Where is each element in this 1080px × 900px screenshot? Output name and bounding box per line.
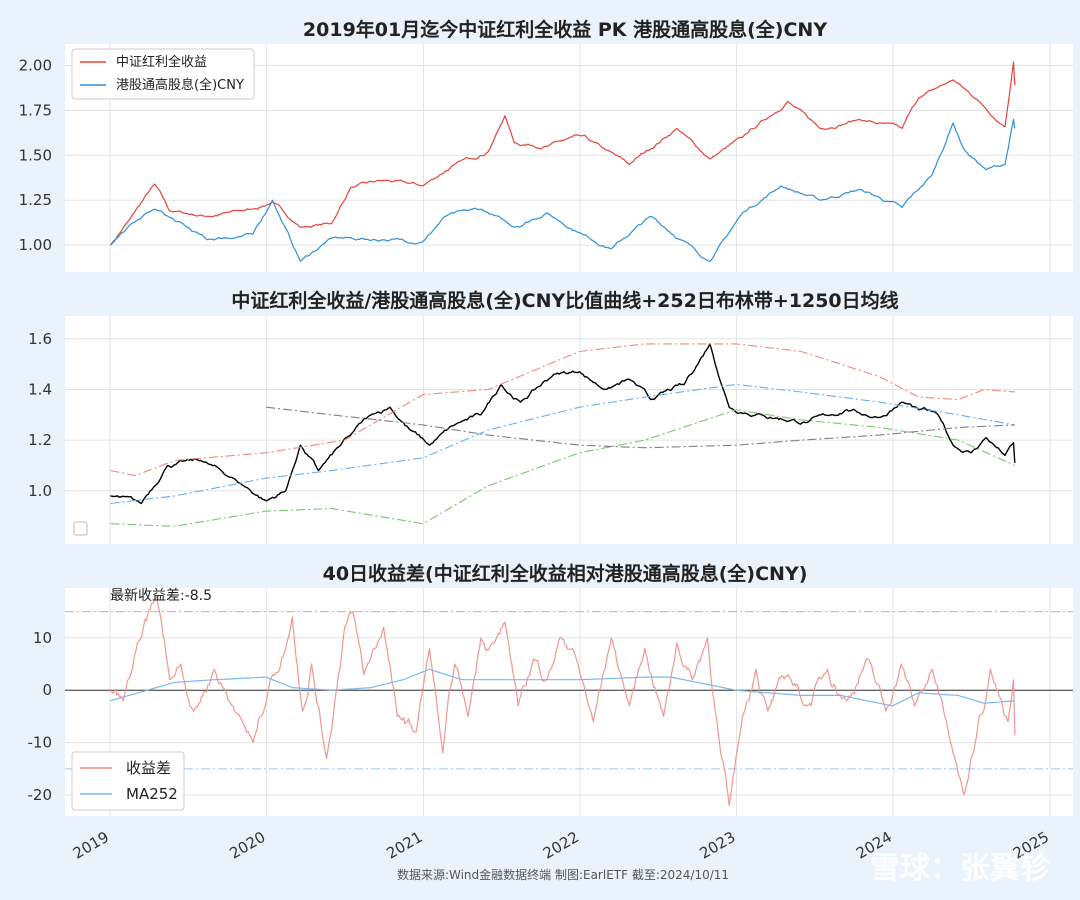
series-line-ma1250 [266, 406, 1015, 449]
x-tick-label: 2020 [226, 828, 268, 863]
series-line-boll_upper [110, 343, 1015, 477]
legend-label-ganggutong: 港股通高股息(全)CNY [116, 77, 244, 93]
panel-ratio-bollinger: 中证红利全收益/港股通高股息(全)CNY比值曲线+252日布林带+1250日均线… [28, 289, 1073, 544]
x-tick-label: 2022 [540, 828, 582, 863]
panel2-empty-legend-box [73, 521, 88, 536]
series-line-s0 [109, 61, 1016, 246]
series-line-s1 [110, 118, 1016, 262]
latest-spread-annotation: 最新收益差:-8.5 [110, 588, 212, 604]
y-tick-label: 1.50 [19, 146, 52, 164]
y-tick-label: 1.0 [28, 482, 52, 500]
y-tick-label: 1.75 [19, 101, 52, 119]
series-line-s0 [109, 595, 1016, 807]
y-tick-label: 10 [33, 629, 52, 647]
panel2-title: 中证红利全收益/港股通高股息(全)CNY比值曲线+252日布林带+1250日均线 [231, 289, 898, 312]
watermark: 雪球：张翼轸 [870, 851, 1051, 886]
series-line-boll_mid [110, 383, 1015, 505]
panel-return-spread: 40日收益差(中证红利全收益相对港股通高股息(全)CNY) -20-10010 … [28, 562, 1073, 816]
panel1-legend: 中证红利全收益 港股通高股息(全)CNY [71, 48, 255, 100]
panel3-plot-area [65, 588, 1073, 816]
y-tick-label: -20 [28, 786, 53, 804]
series-line-ratio [110, 343, 1016, 505]
panel3-legend: 收益差 MA252 [71, 751, 185, 811]
legend-label-ma252: MA252 [126, 785, 178, 803]
y-tick-label: 1.2 [28, 431, 52, 449]
panel1-title: 2019年01月迄今中证红利全收益 PK 港股通高股息(全)CNY [303, 18, 827, 41]
legend-label-spread: 收益差 [126, 759, 171, 777]
panel2-plot-area [65, 316, 1073, 544]
legend-label-hongli: 中证红利全收益 [116, 54, 207, 70]
y-tick-label: 1.4 [28, 380, 52, 398]
panel-cumulative-returns: 2019年01月迄今中证红利全收益 PK 港股通高股息(全)CNY 1.00 1.… [19, 18, 1073, 272]
x-tick-label: 2023 [696, 828, 738, 863]
y-tick-label: 1.6 [28, 330, 52, 348]
y-tick-label: 1.25 [19, 191, 52, 209]
y-tick-label: 0 [42, 681, 52, 699]
panel3-title: 40日收益差(中证红利全收益相对港股通高股息(全)CNY) [323, 562, 808, 585]
y-tick-label: -10 [28, 734, 53, 752]
x-tick-label: 2019 [70, 828, 112, 863]
x-tick-label: 2021 [383, 828, 425, 863]
y-tick-label: 2.00 [19, 57, 52, 75]
y-tick-label: 1.00 [19, 236, 52, 254]
series-line-s1 [110, 668, 1015, 707]
footer-source: 数据来源:Wind金融数据终端 制图:EarlETF 截至:2024/10/11 [397, 867, 729, 882]
